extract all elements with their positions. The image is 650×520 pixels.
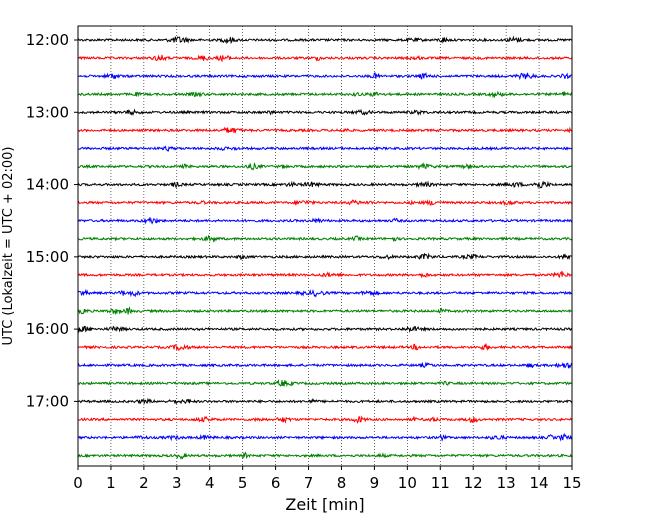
- seismogram-trace: [77, 198, 573, 207]
- seismogram-trace: [77, 451, 573, 461]
- plot-frame: [77, 25, 573, 467]
- seismogram-trace: [77, 252, 573, 261]
- traces: [77, 35, 573, 461]
- seismogram-trace: [77, 145, 573, 152]
- x-tick-label: 8: [337, 474, 347, 492]
- seismogram-trace: [77, 126, 573, 134]
- y-axis-label: UTC (Lokalzeit = UTC + 02:00): [1, 147, 16, 346]
- x-tick-label: 7: [304, 474, 314, 492]
- x-axis-label: Zeit [min]: [285, 495, 364, 514]
- seismogram-trace: [77, 161, 573, 171]
- y-tick-label: 13:00: [26, 103, 69, 121]
- x-tick-label: 5: [238, 474, 248, 492]
- x-tick-label: 0: [73, 474, 83, 492]
- x-tick-label: 11: [431, 474, 450, 492]
- seismogram-trace: [77, 288, 573, 298]
- x-tick-label: 3: [172, 474, 182, 492]
- grid-lines: [110, 26, 540, 466]
- x-ticks: 0 1 2 3 4 5 6 7 8 9 10 11 12 13 14 15: [73, 466, 582, 492]
- seismogram-trace: [77, 361, 573, 369]
- x-tick-label: 4: [205, 474, 215, 492]
- x-tick-label: 13: [497, 474, 516, 492]
- x-tick-label: 6: [271, 474, 281, 492]
- y-tick-label: 12:00: [26, 31, 69, 49]
- seismogram-trace: [77, 306, 573, 316]
- y-ticks: 12:00 13:00 14:00 15:00 16:00 17:00: [26, 31, 78, 410]
- seismogram-trace: [77, 54, 573, 63]
- x-tick-label: 15: [562, 474, 581, 492]
- x-tick-label: 2: [139, 474, 149, 492]
- seismogram-trace: [77, 343, 573, 352]
- seismogram-trace: [77, 378, 573, 388]
- seismogram-trace: [77, 35, 573, 45]
- seismogram-trace: [77, 180, 573, 189]
- x-tick-label: 12: [464, 474, 483, 492]
- y-tick-label: 17:00: [26, 392, 69, 410]
- seismogram-trace: [77, 270, 573, 279]
- seismogram-trace: [77, 325, 573, 334]
- x-tick-label: 10: [398, 474, 417, 492]
- x-tick-label: 1: [106, 474, 116, 492]
- y-tick-label: 14:00: [26, 176, 69, 194]
- seismogram-trace: [77, 234, 573, 243]
- seismogram-trace: [77, 415, 573, 424]
- seismogram-trace: [77, 432, 573, 442]
- x-tick-label: 9: [370, 474, 380, 492]
- seismogram-trace: [77, 108, 573, 116]
- y-tick-label: 15:00: [26, 248, 69, 266]
- x-tick-label: 14: [530, 474, 549, 492]
- y-tick-label: 16:00: [26, 320, 69, 338]
- seismogram-trace: [77, 72, 573, 81]
- seismogram-trace: [77, 90, 573, 99]
- seismogram-trace: [77, 216, 573, 225]
- seismogram-trace: [77, 397, 573, 405]
